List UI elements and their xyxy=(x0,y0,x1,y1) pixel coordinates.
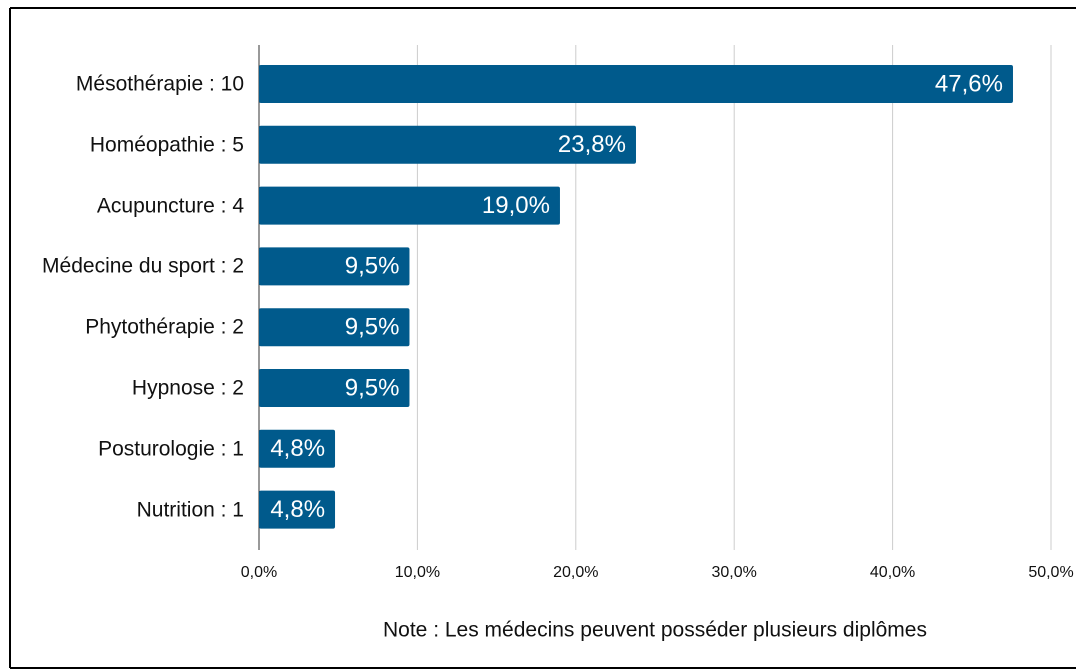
value-label: 4,8% xyxy=(270,435,325,462)
value-label: 9,5% xyxy=(345,253,400,280)
x-tick-label: 20,0% xyxy=(553,564,598,581)
bar xyxy=(259,369,410,407)
category-label: Posturologie : 1 xyxy=(98,437,244,461)
value-label: 47,6% xyxy=(935,70,1003,97)
x-tick-label: 10,0% xyxy=(395,564,440,581)
x-tick-label: 50,0% xyxy=(1028,564,1073,581)
note: Note : Les médecins peuvent posséder plu… xyxy=(383,619,927,642)
bar xyxy=(259,125,636,164)
category-label: Nutrition : 1 xyxy=(136,498,244,522)
value-label: 9,5% xyxy=(345,314,400,341)
x-tick-label: 40,0% xyxy=(870,564,915,581)
category-label: Homéopathie : 5 xyxy=(89,133,244,157)
bar xyxy=(259,186,560,225)
bar xyxy=(259,308,410,347)
x-tick-label: 0,0% xyxy=(241,564,277,581)
bar xyxy=(259,429,336,468)
bar xyxy=(259,247,410,286)
value-label: 4,8% xyxy=(270,496,325,523)
value-label: 19,0% xyxy=(482,192,550,219)
value-label: 9,5% xyxy=(345,374,400,401)
value-label: 23,8% xyxy=(558,131,626,158)
bar xyxy=(259,490,336,529)
category-label: Médecine du sport : 2 xyxy=(42,254,244,278)
category-label: Mésothérapie : 10 xyxy=(75,72,244,96)
bar xyxy=(259,65,1013,103)
category-label: Phytothérapie : 2 xyxy=(85,315,244,339)
category-label: Hypnose : 2 xyxy=(131,376,244,400)
x-tick-label: 30,0% xyxy=(712,564,757,581)
category-label: Acupuncture : 4 xyxy=(96,194,244,218)
